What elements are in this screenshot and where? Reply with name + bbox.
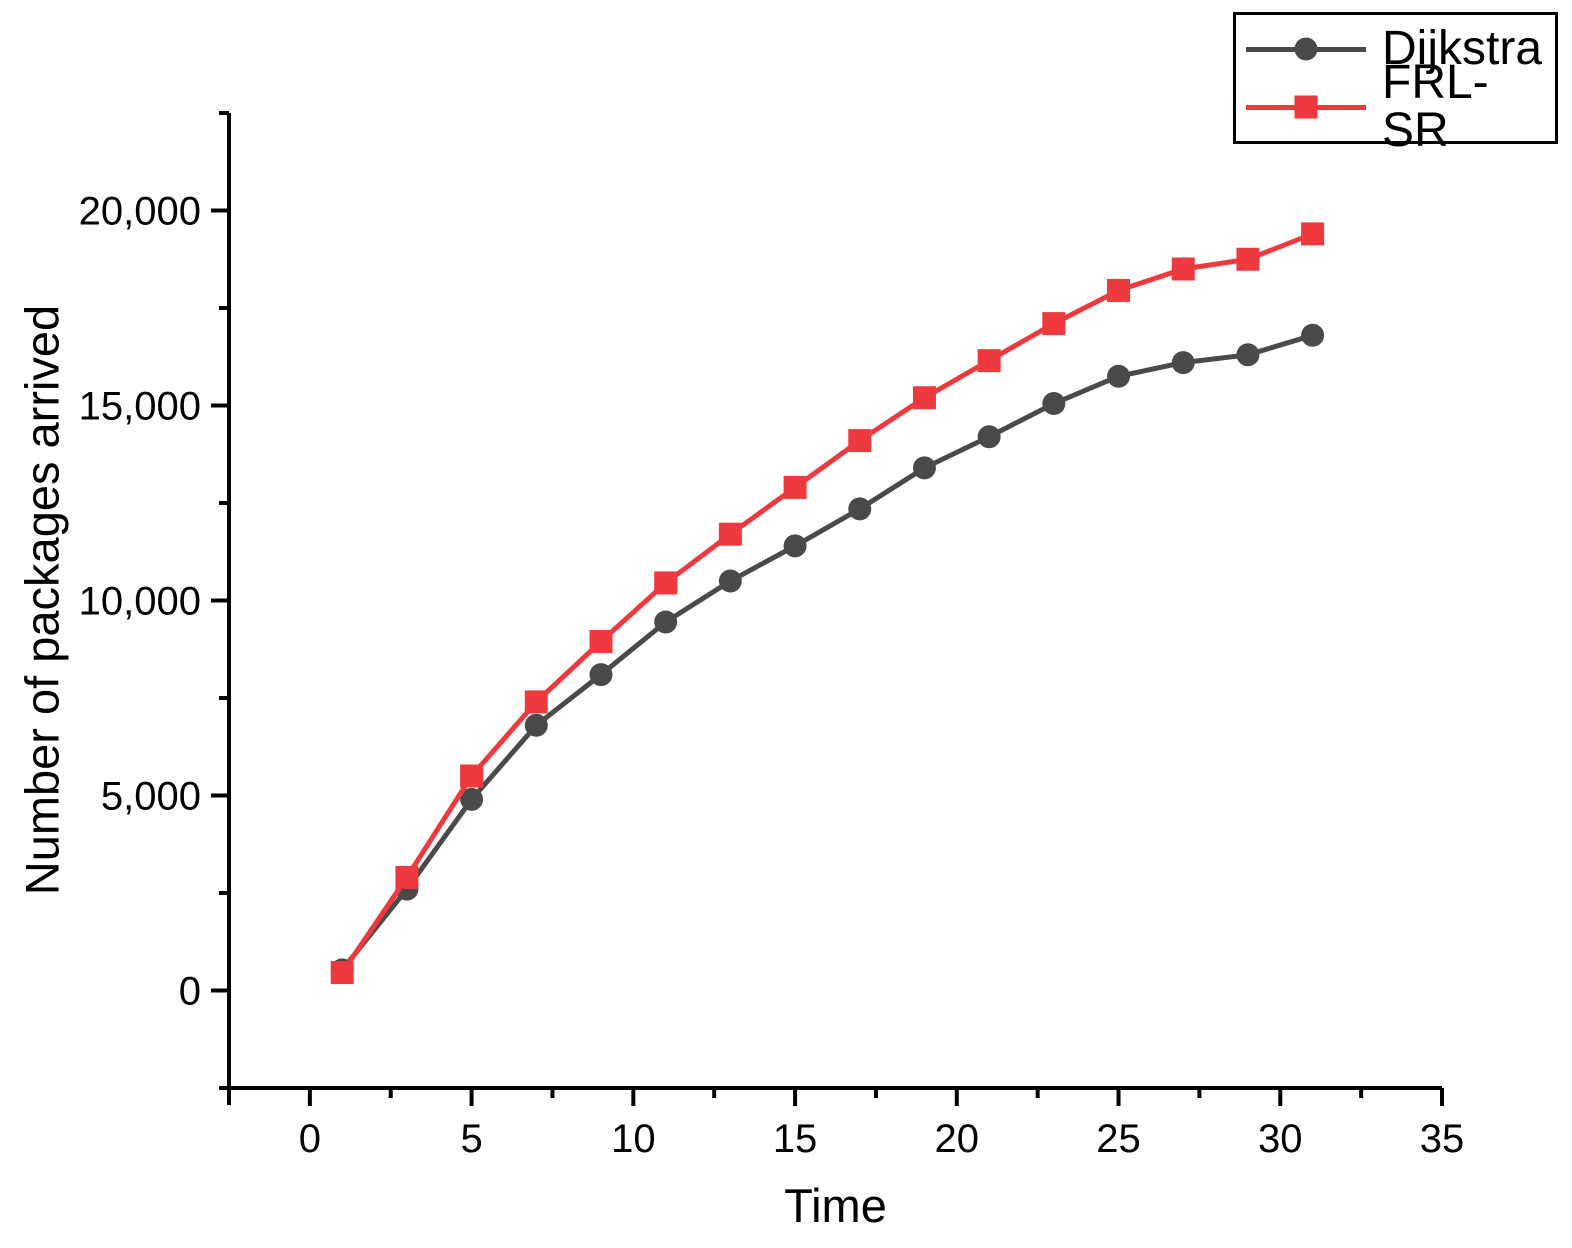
- data-point-square: [783, 475, 807, 499]
- legend-label-frl-sr: FRL-SR: [1382, 56, 1489, 157]
- x-tick-label: 10: [611, 1117, 656, 1161]
- data-point-square: [1171, 257, 1195, 281]
- data-point-square: [1107, 278, 1131, 302]
- x-tick-label: 30: [1258, 1117, 1303, 1161]
- axes-layer: 0 5 10 15 20 25 30 35 0 5,000 10,000 15,000 20,000: [79, 111, 1465, 1161]
- data-point-square: [1042, 312, 1066, 336]
- data-point-circle: [783, 534, 807, 558]
- y-tick-label: 10,000: [79, 580, 201, 624]
- data-point-circle: [977, 425, 1001, 449]
- data-point-circle: [1236, 343, 1260, 367]
- data-point-square: [654, 571, 678, 595]
- x-tick-label: 25: [1096, 1117, 1141, 1161]
- data-point-square: [1236, 247, 1260, 271]
- data-point-square: [1301, 222, 1325, 246]
- data-point-circle: [524, 713, 548, 737]
- legend: Dijkstra FRL-SR: [1233, 12, 1558, 155]
- data-point-square: [524, 690, 548, 714]
- legend-line-sample-frl-sr: [1246, 95, 1366, 119]
- data-point-square: [912, 386, 936, 410]
- data-point-square: [977, 349, 1001, 373]
- data-point-circle: [589, 663, 613, 687]
- y-tick-label: 15,000: [79, 385, 201, 429]
- y-axis-title: Number of packages arrived: [15, 304, 69, 896]
- series-line-dijkstra: [340, 332, 1314, 972]
- data-point-square: [395, 865, 419, 889]
- data-point-circle: [1107, 364, 1131, 388]
- data-point-circle: [1301, 323, 1325, 347]
- legend-item-dijkstra: Dijkstra: [1246, 21, 1555, 77]
- data-point-circle: [654, 610, 678, 634]
- legend-item-frl-sr: FRL-SR: [1246, 59, 1555, 155]
- data-point-circle: [718, 569, 742, 593]
- series-line-frl-sr: [340, 231, 1314, 975]
- data-point-square: [330, 961, 354, 985]
- data-point-circle: [1171, 351, 1195, 375]
- x-tick-label: 5: [460, 1117, 482, 1161]
- data-point-circle: [912, 456, 936, 480]
- y-tick-label: 5,000: [101, 775, 201, 819]
- legend-label-dijkstra: Dijkstra: [1382, 22, 1543, 75]
- circle-marker-icon: [1294, 37, 1318, 61]
- y-tick-label: 0: [179, 970, 201, 1014]
- series-layer: [330, 222, 1325, 985]
- x-axis-title: Time: [784, 1179, 887, 1232]
- data-point-square: [589, 629, 613, 653]
- data-point-circle: [1042, 392, 1066, 416]
- x-tick-label: 20: [935, 1117, 980, 1161]
- data-point-square: [848, 429, 872, 453]
- data-point-square: [460, 764, 484, 788]
- y-tick-label: 20,000: [79, 190, 201, 234]
- x-tick-label: 15: [773, 1117, 818, 1161]
- x-tick-label: 0: [299, 1117, 321, 1161]
- square-marker-icon: [1294, 95, 1318, 119]
- data-point-square: [718, 522, 742, 546]
- legend-line-sample-dijkstra: [1246, 37, 1366, 61]
- data-point-circle: [848, 497, 872, 521]
- x-tick-label: 35: [1420, 1117, 1465, 1161]
- data-point-circle: [460, 787, 484, 811]
